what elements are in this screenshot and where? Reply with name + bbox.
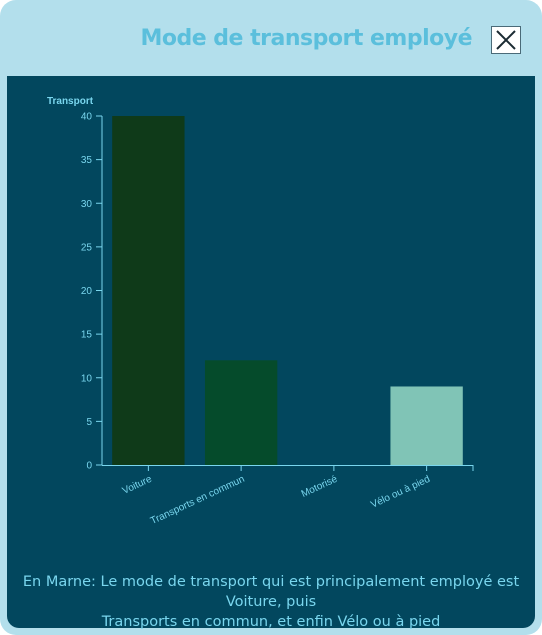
y-tick-label: 20 bbox=[81, 286, 93, 297]
y-tick-label: 25 bbox=[81, 242, 93, 253]
bar-1 bbox=[112, 116, 185, 465]
x-tick-label: Transports en commun bbox=[149, 474, 247, 527]
chart-caption: En Marne: Le mode de transport qui est p… bbox=[7, 572, 535, 632]
close-button[interactable] bbox=[491, 26, 521, 54]
bar-4 bbox=[390, 386, 463, 465]
caption-line-2: Transports en commun, et enfin Vélo ou à… bbox=[101, 614, 441, 630]
chart-panel: Transport 0 5 10 15 20 25 30 35 40 Voiture Transpor… bbox=[7, 76, 535, 630]
x-tick-label: Motorisé bbox=[300, 474, 340, 500]
y-tick-label: 5 bbox=[86, 417, 92, 428]
y-tick-label: 15 bbox=[81, 330, 93, 341]
modal-title: Mode de transport employé bbox=[140, 26, 472, 51]
y-tick-label: 30 bbox=[81, 199, 93, 210]
caption-line-1: En Marne: Le mode de transport qui est p… bbox=[22, 574, 520, 610]
x-tick-label: Vélo ou à pied bbox=[369, 474, 432, 511]
bar-2 bbox=[204, 360, 278, 465]
bar-chart: Transport 0 5 10 15 20 25 30 35 40 VoitureTranspor… bbox=[47, 96, 474, 527]
close-icon[interactable] bbox=[495, 29, 517, 51]
y-tick-label: 35 bbox=[81, 155, 93, 166]
y-tick-label: 0 bbox=[86, 461, 92, 472]
y-axis-label: Transport bbox=[47, 96, 94, 107]
y-tick-label: 10 bbox=[81, 373, 93, 384]
modal-header: Mode de transport employé bbox=[0, 0, 542, 76]
y-tick-label: 40 bbox=[81, 112, 93, 123]
x-tick-label: Voiture bbox=[121, 474, 154, 497]
